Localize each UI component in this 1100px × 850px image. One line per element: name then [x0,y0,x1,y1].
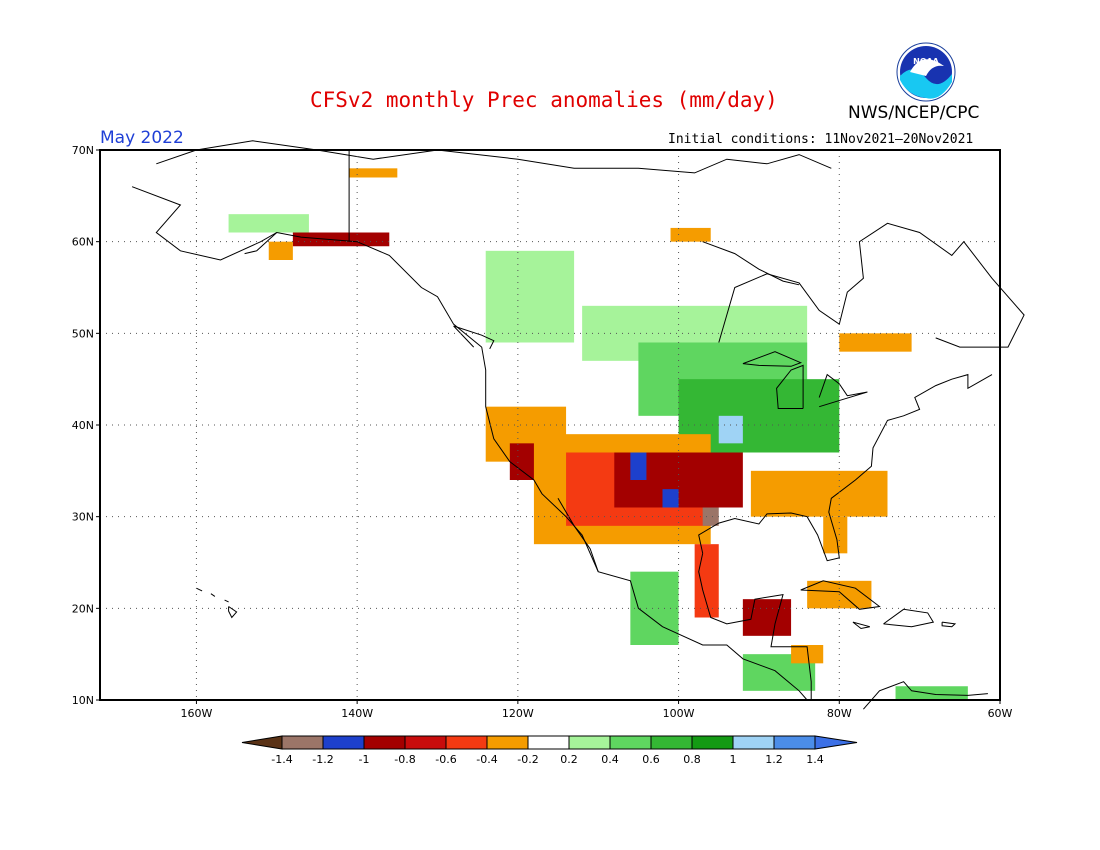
coastline-22 [244,232,278,255]
colorbar-label: 0.4 [601,753,619,766]
anomaly-region-4 [670,227,711,242]
colorbar-label: 0.8 [683,753,701,766]
coastline-4 [698,553,812,700]
lat-label: 60N [72,236,94,249]
colorbar-label: 1.4 [806,753,824,766]
colorbar-label: 1.2 [765,753,783,766]
anomaly-region-2 [292,232,390,247]
coastline-19 [210,593,216,597]
coastline-18 [196,587,203,592]
lat-label: 30N [72,511,94,524]
colorbar: -1.4 -1.2 -1 -0.8 -0.6 -0.4 -0.2 0.2 0.4 0.6 0.8 1 1… [241,735,858,766]
noaa-logo-icon: NOAA [896,42,956,102]
lat-label: 20N [72,602,94,615]
colorbar-swatch [609,735,652,750]
colorbar-swatch [691,735,734,750]
lon-label: 140W [341,707,373,720]
lat-label: 10N [72,694,94,707]
anomaly-fill-layer [228,168,968,700]
colorbar-swatch [322,735,365,750]
coastline-1 [131,186,483,348]
coastline-21 [228,606,238,619]
colorbar-swatch [363,735,406,750]
colorbar-swatch [650,735,693,750]
colorbar-label: -1 [359,753,370,766]
colorbar-low-arrow [241,735,283,750]
svg-text:NOAA: NOAA [913,57,939,66]
colorbar-swatch [732,735,775,750]
coastline-17 [863,681,988,710]
colorbar-label: 0.2 [560,753,578,766]
colorbar-label: 1 [730,753,737,766]
lat-label: 50N [72,327,94,340]
colorbar-high-arrow [814,735,858,750]
anomaly-region-3 [268,241,293,260]
colorbar-swatch [527,735,570,750]
coastline-3 [557,498,599,572]
coastline-12 [156,140,832,174]
colorbar-label: -0.6 [435,753,456,766]
colorbar-label: -0.8 [394,753,415,766]
colorbar-label: -0.2 [517,753,538,766]
lon-label: 60W [988,707,1013,720]
colorbar-swatch [486,735,529,750]
anomaly-region-16 [630,452,647,480]
anomaly-region-25 [791,645,824,664]
colorbar-swatch [281,735,324,750]
coastline-6 [776,364,804,409]
graticule [100,150,1000,700]
colorbar-swatch [773,735,816,750]
lon-label: 120W [502,707,534,720]
coastline-10 [718,222,1025,348]
lon-label: 100W [663,707,695,720]
anomaly-region-22 [630,571,679,645]
anomaly-region-0 [349,168,398,178]
coastline-7 [742,351,803,367]
anomaly-region-10 [839,333,912,352]
colorbar-label: -0.4 [476,753,497,766]
initial-conditions: Initial conditions: 11Nov2021–20Nov2021 [668,132,974,147]
latitude-labels: 70N 60N 50N 40N 30N 20N 10N [72,144,100,707]
anomaly-region-21 [694,544,719,618]
anomaly-region-27 [895,686,968,700]
colorbar-swatch [568,735,611,750]
colorbar-swatch [445,735,488,750]
coastline-16 [852,621,870,630]
anomaly-region-18 [702,507,719,526]
coastline-5 [698,373,993,562]
lat-label: 40N [72,419,94,432]
lon-label: 80W [827,707,852,720]
colorbar-label: 0.6 [642,753,660,766]
map-title: CFSv2 monthly Prec anomalies (mm/day) [310,88,778,112]
anomaly-region-5 [485,250,575,343]
agency-label: NWS/NCEP/CPC [848,103,980,123]
lat-label: 70N [72,144,94,157]
colorbar-swatch [404,735,447,750]
coastline-11 [702,241,800,286]
colorbar-label: -1.4 [271,753,292,766]
longitude-labels: 160W 140W 120W 100W 80W 60W [180,700,1013,720]
anomaly-region-17 [662,489,679,508]
anomaly-region-23 [742,599,792,636]
lon-label: 160W [180,707,212,720]
anomaly-region-1 [228,214,309,233]
anomaly-region-19 [750,470,888,517]
forecast-month: May 2022 [100,128,184,148]
coastline-14 [883,608,935,628]
colorbar-label: -1.2 [312,753,333,766]
coastline-20 [224,599,229,603]
coastline-8 [818,373,868,408]
coastline-13 [800,580,881,610]
anomaly-region-9 [718,415,743,444]
coastline-15 [941,621,957,628]
